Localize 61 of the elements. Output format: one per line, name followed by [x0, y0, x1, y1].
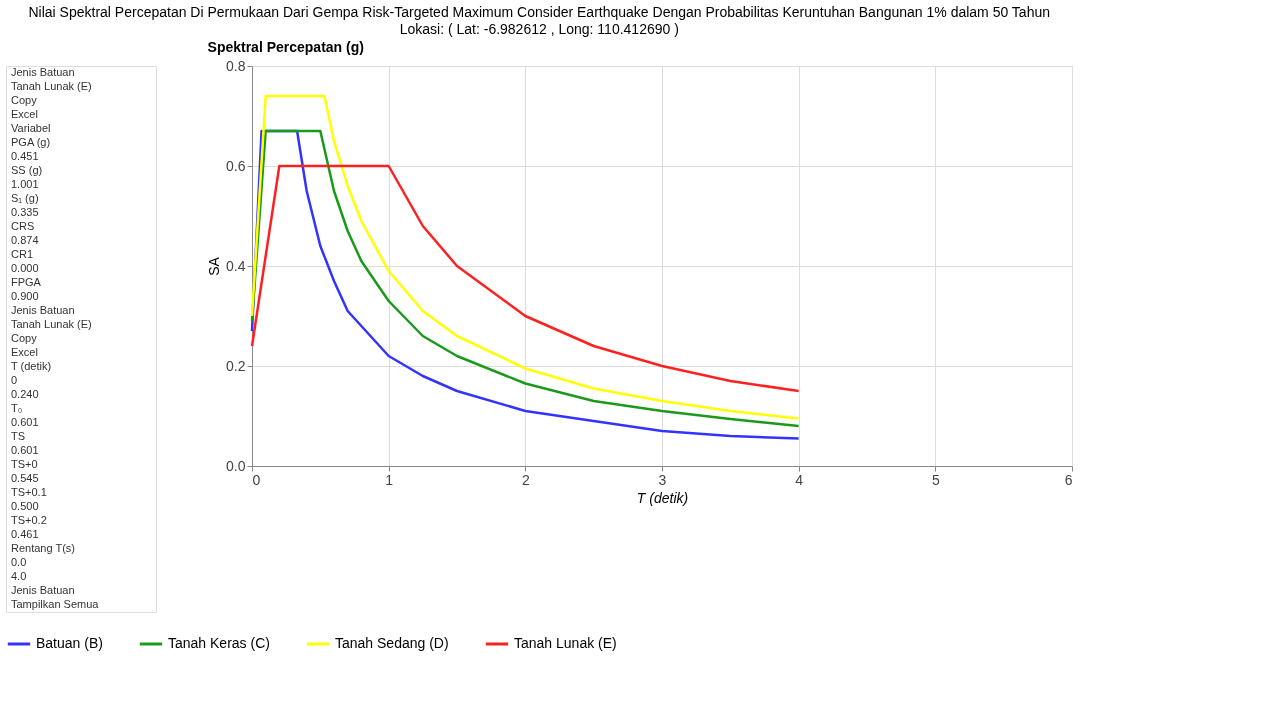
x-tick-label: 2	[521, 471, 530, 488]
text: SS (g)	[11, 164, 43, 176]
y-tick-label: 0.8	[226, 57, 246, 74]
line-series	[250, 164, 800, 393]
text: Tanah Lunak (E)	[11, 318, 92, 330]
text: Copy	[11, 94, 38, 106]
chart-title: Spektral Percepatan (g)	[207, 39, 364, 55]
y-tick-label: 0.4	[226, 257, 246, 274]
text: Jenis Batuan	[11, 584, 75, 596]
text: CRS	[11, 220, 35, 232]
text: CR1	[11, 248, 34, 260]
text: T (detik)	[11, 360, 52, 372]
text: 0.240	[11, 388, 39, 400]
legend-label: Batuan (B)	[36, 635, 103, 651]
text: 0.0	[11, 556, 27, 568]
x-tick-label: 6	[1064, 471, 1073, 488]
y-axis-title: SA	[206, 256, 223, 276]
x-tick-label: 5	[931, 471, 940, 488]
text: 0.335	[11, 206, 39, 218]
text: 0.900	[11, 290, 39, 302]
y-tick-label: 0.0	[226, 457, 246, 474]
text: Tanah Lunak (E)	[11, 80, 92, 92]
text: FPGA	[11, 276, 42, 288]
y-tick-label: 0.6	[226, 157, 246, 174]
text: 0.461	[11, 528, 39, 540]
text: PGA (g)	[11, 136, 51, 148]
text: TS	[11, 430, 26, 442]
text: TS+0.1	[11, 486, 47, 498]
text: S₁ (g)	[11, 192, 39, 204]
text: 0.545	[11, 472, 39, 484]
text: 4.0	[11, 570, 27, 582]
text: Lokasi: ( Lat: -6.982612 , Long: 110.412690 )	[399, 20, 679, 37]
text: 1.001	[11, 178, 39, 190]
x-axis-title: T (detik)	[636, 489, 689, 506]
text: Excel	[11, 346, 38, 358]
text: Variabel	[11, 122, 51, 134]
text: Excel	[11, 108, 38, 120]
text: 0.601	[11, 444, 39, 456]
x-tick-label: 0	[252, 471, 261, 488]
legend-label: Tanah Sedang (D)	[335, 635, 449, 651]
text: 0	[11, 374, 18, 386]
text: T₀	[11, 402, 23, 414]
text: 0.874	[11, 234, 39, 246]
legend-label: Tanah Lunak (E)	[514, 635, 617, 651]
y-tick-label: 0.2	[226, 357, 246, 374]
text: Copy	[11, 332, 38, 344]
x-tick-label: 3	[658, 471, 667, 488]
text: 0.000	[11, 262, 39, 274]
text: Rentang T(s)	[11, 542, 75, 554]
text: Jenis Batuan	[11, 304, 75, 316]
text: TS+0	[11, 458, 38, 470]
text: Jenis Batuan	[11, 66, 75, 78]
text: Nilai Spektral Percepatan Di Permukaan Dari Gempa Risk-Targeted Maximum Consider Earthquake Dengan Probabilitas Keruntuhan Bangunan 1% dalam 50 Tahun	[28, 3, 1051, 20]
legend-label: Tanah Keras (C)	[168, 635, 270, 651]
x-tick-label: 4	[795, 471, 804, 488]
text: 0.500	[11, 500, 39, 512]
x-tick-label: 1	[385, 471, 394, 488]
text: 0.451	[11, 150, 39, 162]
text: Tampilkan Semua	[11, 598, 100, 610]
text: TS+0.2	[11, 514, 47, 526]
text: 0.601	[11, 416, 39, 428]
